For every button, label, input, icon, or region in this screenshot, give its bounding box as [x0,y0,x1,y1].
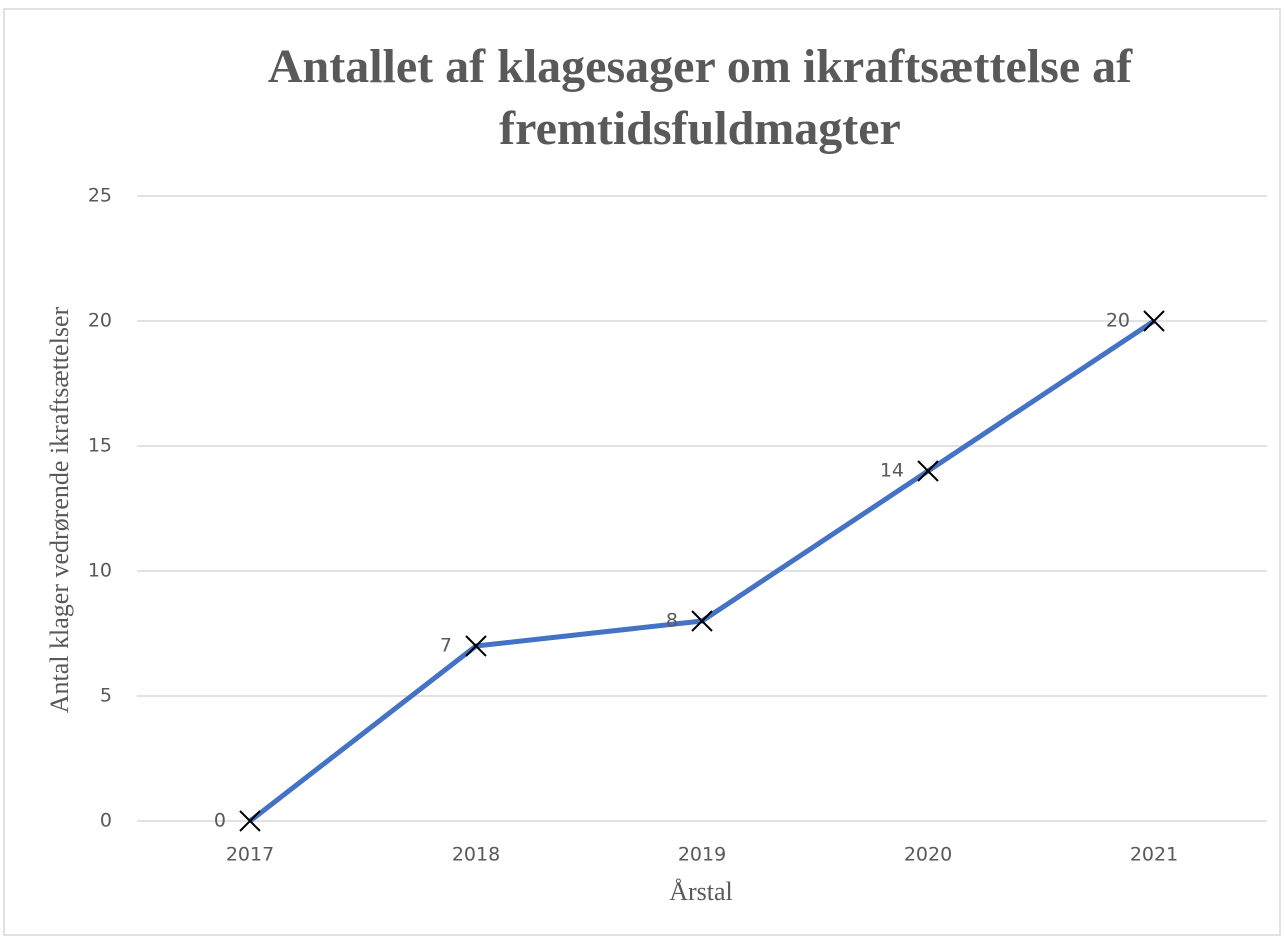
marker [239,810,261,832]
y-tick-label: 5 [100,685,112,707]
x-tick-label: 2020 [904,844,952,866]
data-label: 14 [880,460,904,482]
marker [465,635,487,657]
y-tick-label: 15 [88,435,112,457]
y-axis-title: Antal klager vedrørende ikraftsættelser [45,306,74,713]
x-tick-label: 2019 [678,844,726,866]
data-label: 7 [440,635,452,657]
data-label: 0 [214,810,226,832]
y-tick-label: 0 [100,810,112,832]
chart-title: Antallet af klagesager om ikraftsættelse… [267,40,1133,155]
marker [1143,310,1165,332]
data-label: 20 [1106,310,1130,332]
y-tick-label: 20 [88,310,112,332]
x-axis-title: Årstal [669,877,733,906]
marker [917,460,939,482]
y-tick-label: 10 [88,560,112,582]
marker [691,610,713,632]
x-tick-label: 2018 [452,844,500,866]
x-tick-label: 2017 [226,844,274,866]
x-tick-label: 2021 [1130,844,1178,866]
y-tick-label: 25 [88,185,112,207]
chart-border [3,8,1281,936]
data-label: 8 [666,610,678,632]
